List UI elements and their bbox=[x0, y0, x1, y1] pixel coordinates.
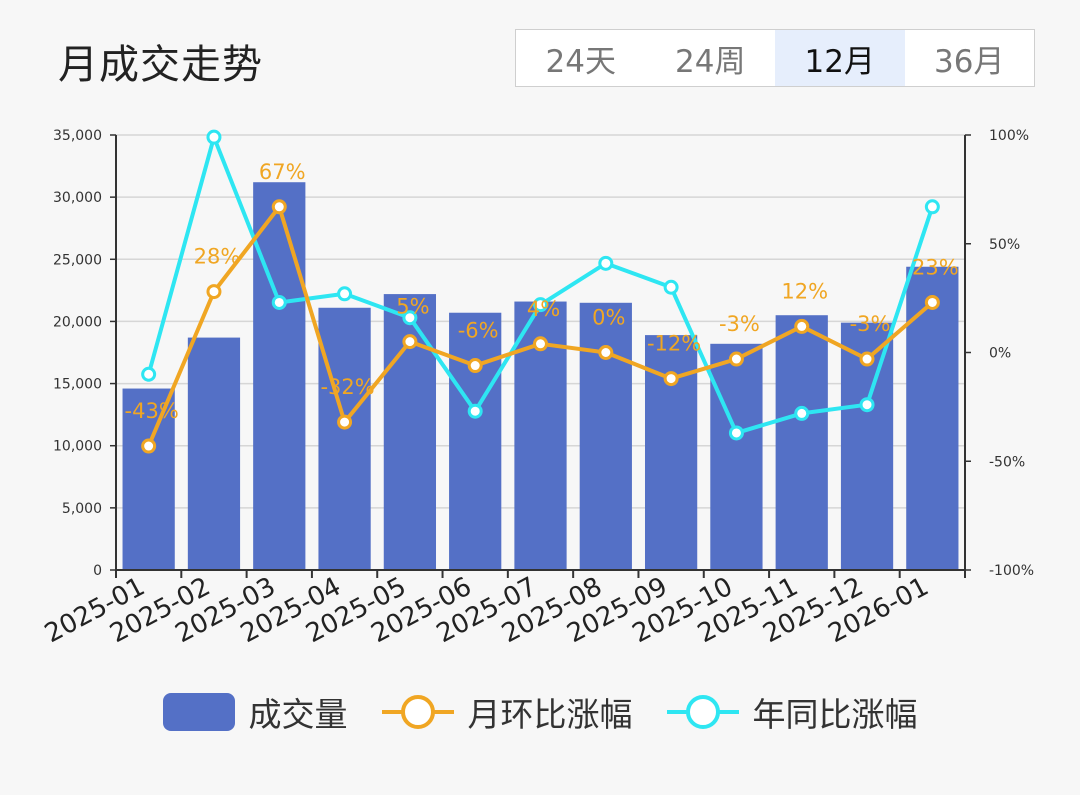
tab-24-weeks[interactable]: 24周 bbox=[675, 43, 746, 80]
point-mom bbox=[206, 284, 222, 300]
data-label-mom: 5% bbox=[396, 295, 429, 319]
data-label-mom: 12% bbox=[781, 279, 828, 303]
data-label-mom: 67% bbox=[259, 160, 306, 184]
y-left-tick-label: 10,000 bbox=[53, 439, 102, 455]
point-yoy bbox=[598, 255, 614, 271]
point-mom bbox=[402, 334, 418, 350]
y-left-tick-label: 5,000 bbox=[62, 501, 102, 517]
y-right-tick-label: -100% bbox=[989, 563, 1034, 579]
data-label-mom: 28% bbox=[194, 245, 241, 269]
legend-line-swatch-mom bbox=[381, 695, 454, 729]
tab-24-days[interactable]: 24天 bbox=[545, 43, 616, 80]
data-label-mom: -3% bbox=[719, 312, 760, 336]
point-yoy bbox=[533, 297, 548, 313]
y-right-tick-label: -50% bbox=[989, 454, 1025, 470]
point-mom bbox=[271, 199, 287, 215]
period-tabs: 24天 24周 12月 36月 bbox=[515, 29, 1035, 87]
data-label-mom: 4% bbox=[527, 297, 560, 321]
bar-volume bbox=[579, 302, 632, 570]
data-label-mom: -3% bbox=[850, 312, 891, 336]
point-yoy bbox=[728, 425, 744, 441]
point-mom bbox=[141, 438, 157, 454]
legend-label-yoy: 年同比涨幅 bbox=[752, 695, 918, 734]
bar-volume bbox=[253, 182, 306, 570]
bar-volume bbox=[187, 337, 241, 570]
legend-label-mom: 月环比涨幅 bbox=[467, 695, 633, 734]
y-right-tick-label: 50% bbox=[989, 237, 1020, 253]
data-label-mom: -32% bbox=[320, 375, 374, 399]
point-mom bbox=[467, 358, 483, 374]
point-mom bbox=[859, 351, 875, 367]
point-yoy bbox=[271, 294, 287, 310]
data-label-mom: -43% bbox=[125, 399, 179, 423]
monthly-volume-chart: 0 5,000 10,000 15,000 20,000 25,000 30,000 35,0… bbox=[40, 128, 1034, 649]
point-mom bbox=[794, 318, 810, 334]
point-mom bbox=[598, 345, 614, 360]
point-yoy bbox=[206, 129, 222, 145]
bar-volume bbox=[906, 266, 959, 570]
y-left-tick-label: 30,000 bbox=[53, 190, 102, 206]
tab-12-months[interactable]: 12月 bbox=[775, 30, 905, 86]
point-yoy bbox=[859, 397, 875, 413]
bar-volume bbox=[122, 388, 175, 570]
point-mom bbox=[924, 294, 940, 310]
legend-item-mom[interactable]: 月环比涨幅 bbox=[381, 688, 633, 736]
point-mom bbox=[533, 336, 548, 352]
y-left-tick-label: 20,000 bbox=[53, 314, 102, 330]
legend-item-volume[interactable]: 成交量 bbox=[162, 688, 348, 736]
y-left-tick-label: 15,000 bbox=[53, 377, 102, 393]
point-mom bbox=[663, 371, 679, 387]
legend-item-yoy[interactable]: 年同比涨幅 bbox=[666, 688, 918, 736]
bar-volume bbox=[710, 343, 763, 570]
point-yoy bbox=[337, 286, 353, 302]
point-yoy bbox=[402, 310, 418, 326]
data-label-mom: 23% bbox=[912, 255, 959, 279]
point-yoy bbox=[141, 366, 157, 382]
bar-volume bbox=[775, 315, 828, 570]
data-label-mom: -12% bbox=[647, 332, 701, 356]
point-mom bbox=[728, 351, 744, 367]
point-yoy bbox=[924, 199, 940, 215]
y-left-tick-label: 35,000 bbox=[53, 128, 102, 144]
point-yoy bbox=[467, 403, 483, 419]
data-label-mom: -6% bbox=[458, 319, 499, 343]
chart-legend: 成交量 月环比涨幅 年同比涨幅 bbox=[0, 688, 1080, 736]
point-yoy bbox=[663, 279, 679, 295]
y-right-tick-label: 0% bbox=[989, 346, 1011, 362]
legend-line-swatch-yoy bbox=[666, 695, 739, 729]
legend-bar-swatch bbox=[162, 693, 235, 731]
y-right-tick-label: 100% bbox=[989, 128, 1029, 144]
bar-volume bbox=[449, 312, 502, 570]
bar-volume bbox=[318, 307, 371, 570]
tab-36-months[interactable]: 36月 bbox=[934, 43, 1005, 80]
point-mom bbox=[337, 414, 353, 430]
legend-label-volume: 成交量 bbox=[248, 695, 348, 734]
page-title: 月成交走势 bbox=[58, 42, 263, 88]
y-left-tick-label: 25,000 bbox=[53, 252, 102, 268]
point-yoy bbox=[794, 405, 810, 421]
y-left-tick-label: 0 bbox=[93, 563, 102, 579]
data-label-mom: 0% bbox=[592, 306, 625, 330]
